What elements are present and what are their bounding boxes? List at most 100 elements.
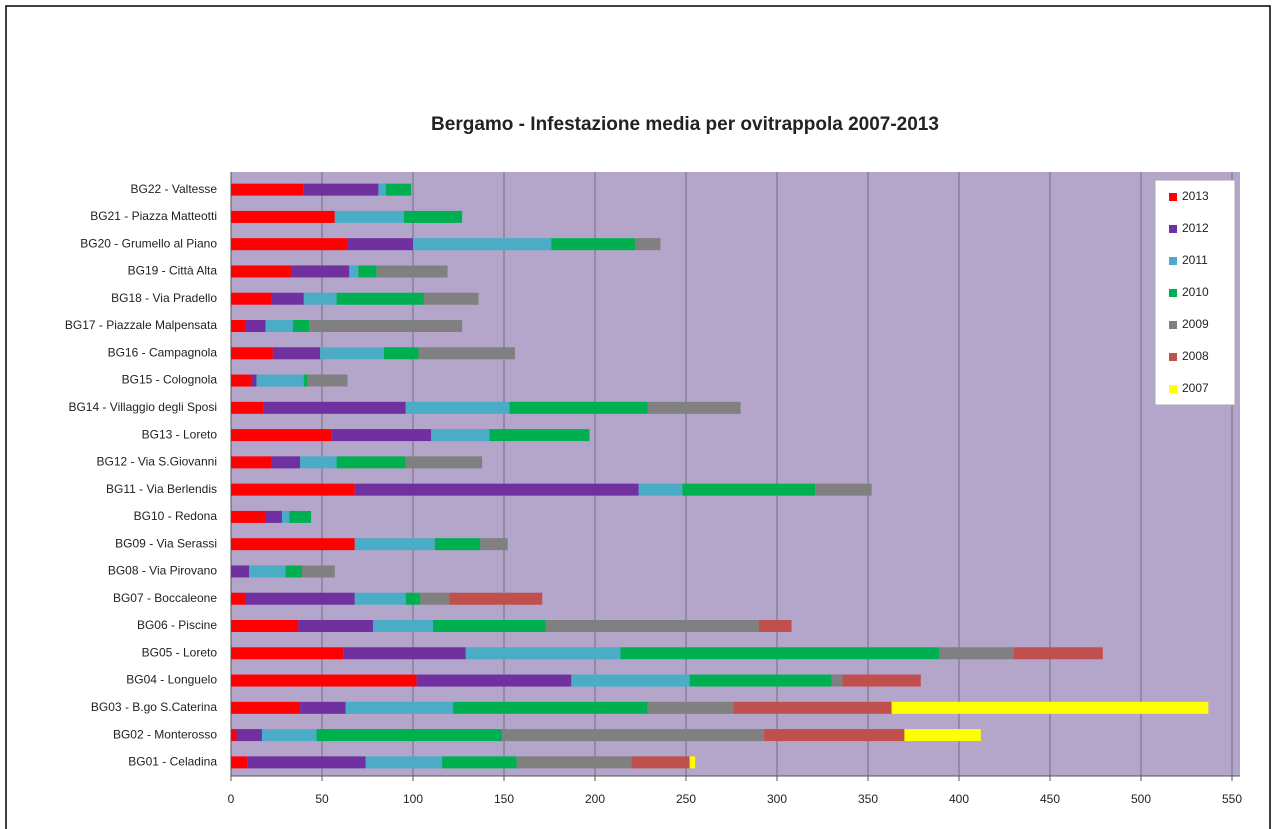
bar-segment xyxy=(509,401,648,414)
x-tick-label: 400 xyxy=(949,792,969,806)
bar-segment xyxy=(354,483,639,496)
bar-segment xyxy=(842,674,921,687)
bar-segment xyxy=(354,592,406,605)
bar-segment xyxy=(405,401,510,414)
x-tick-label: 500 xyxy=(1131,792,1151,806)
bar-segment xyxy=(231,592,246,605)
bar-segment xyxy=(413,238,552,251)
bar-segment xyxy=(291,265,350,278)
bar-segment xyxy=(545,620,759,632)
y-tick-label: BG21 - Piazza Matteotti xyxy=(90,209,217,223)
bar-segment xyxy=(904,729,981,742)
legend-label: 2012 xyxy=(1182,221,1209,235)
bar-segment xyxy=(271,456,301,469)
bar-segment xyxy=(256,374,304,387)
chart-border xyxy=(5,5,1271,829)
legend-swatch xyxy=(1169,193,1177,201)
bar-segment xyxy=(758,620,792,632)
bar-segment xyxy=(231,565,250,578)
bar-segment xyxy=(385,183,412,196)
bar-segment xyxy=(289,510,312,523)
bar-segment xyxy=(733,701,892,714)
y-tick-label: BG14 - Villaggio degli Sposi xyxy=(68,400,217,414)
bar-segment xyxy=(442,756,517,769)
bar-segment xyxy=(891,701,1209,714)
bar-segment xyxy=(831,674,843,687)
legend-swatch xyxy=(1169,289,1177,297)
bar-segment xyxy=(551,238,636,251)
bar-segment xyxy=(405,592,421,605)
bar-segment xyxy=(1013,647,1103,660)
bar-segment xyxy=(236,729,262,742)
bar-segment xyxy=(638,483,683,496)
x-tick-label: 300 xyxy=(767,792,787,806)
bar-segment xyxy=(647,401,741,414)
x-tick-label: 550 xyxy=(1222,792,1242,806)
bar-segment xyxy=(336,292,424,305)
y-tick-label: BG05 - Loreto xyxy=(142,645,218,659)
x-tick-label: 50 xyxy=(315,792,329,806)
bar-segment xyxy=(449,592,543,605)
bar-segment xyxy=(349,265,359,278)
bar-segment xyxy=(434,538,481,551)
bar-segment xyxy=(345,701,454,714)
bar-segment xyxy=(405,456,483,469)
legend-swatch xyxy=(1169,353,1177,361)
bar-segment xyxy=(298,620,373,632)
bar-segment xyxy=(292,320,310,332)
bar-segment xyxy=(416,674,572,687)
legend-swatch xyxy=(1169,257,1177,265)
bar-segment xyxy=(231,292,272,305)
bar-segment xyxy=(231,538,355,551)
y-tick-label: BG09 - Via Serassi xyxy=(115,536,217,550)
bar-segment xyxy=(251,374,257,387)
legend-swatch xyxy=(1169,225,1177,233)
bar-segment xyxy=(420,592,450,605)
x-tick-label: 200 xyxy=(585,792,605,806)
bar-segment xyxy=(764,729,905,742)
bar-segment xyxy=(231,510,266,523)
x-tick-label: 100 xyxy=(403,792,423,806)
bar-segment xyxy=(231,210,335,223)
bar-segment xyxy=(231,756,248,769)
bar-segment xyxy=(465,647,621,660)
bar-segment xyxy=(431,429,490,442)
bar-segment xyxy=(938,647,1014,660)
bar-segment xyxy=(231,429,332,442)
bar-segment xyxy=(682,483,816,496)
y-tick-label: BG19 - Città Alta xyxy=(128,264,218,278)
y-tick-label: BG11 - Via Berlendis xyxy=(106,482,217,496)
bar-segment xyxy=(316,729,503,742)
y-tick-label: BG08 - Via Pirovano xyxy=(108,564,217,578)
x-tick-label: 150 xyxy=(494,792,514,806)
bar-segment xyxy=(307,374,348,387)
y-tick-label: BG10 - Redona xyxy=(134,509,218,523)
bar-segment xyxy=(376,265,448,278)
bar-segment xyxy=(418,347,515,360)
bar-segment xyxy=(453,701,648,714)
bar-segment xyxy=(372,620,434,632)
y-tick-label: BG17 - Piazzale Malpensata xyxy=(65,318,217,332)
bar-segment xyxy=(620,647,939,660)
bar-segment xyxy=(265,510,282,523)
bar-segment xyxy=(303,183,379,196)
y-tick-label: BG07 - Boccaleone xyxy=(113,591,217,605)
bar-segment xyxy=(300,456,337,469)
bar-segment xyxy=(502,729,765,742)
bar-segment xyxy=(309,320,463,332)
bar-segment xyxy=(231,620,299,632)
bar-segment xyxy=(263,401,406,414)
legend-label: 2007 xyxy=(1182,381,1209,395)
y-tick-label: BG06 - Piscine xyxy=(137,618,217,632)
legend-label: 2011 xyxy=(1182,253,1208,267)
bar-segment xyxy=(433,620,546,632)
y-tick-label: BG01 - Celadina xyxy=(128,755,217,769)
bar-segment xyxy=(249,565,286,578)
bar-segment xyxy=(231,238,348,251)
bar-segment xyxy=(336,456,406,469)
bar-segment xyxy=(423,292,479,305)
bar-segment xyxy=(571,674,690,687)
y-tick-label: BG12 - Via S.Giovanni xyxy=(96,455,217,469)
y-tick-label: BG02 - Monterosso xyxy=(113,727,217,741)
